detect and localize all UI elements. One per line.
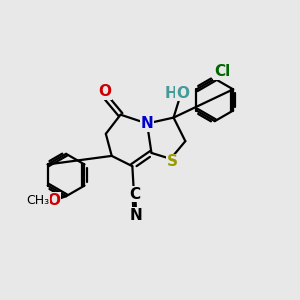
Text: O: O <box>98 84 111 99</box>
Text: CH₃: CH₃ <box>26 194 49 207</box>
Text: O: O <box>176 86 189 101</box>
Text: Cl: Cl <box>214 64 230 79</box>
Text: N: N <box>130 208 142 223</box>
Text: O: O <box>47 193 60 208</box>
Text: S: S <box>167 154 178 169</box>
Text: H: H <box>164 86 177 101</box>
Text: C: C <box>130 187 141 202</box>
Text: N: N <box>141 116 153 131</box>
